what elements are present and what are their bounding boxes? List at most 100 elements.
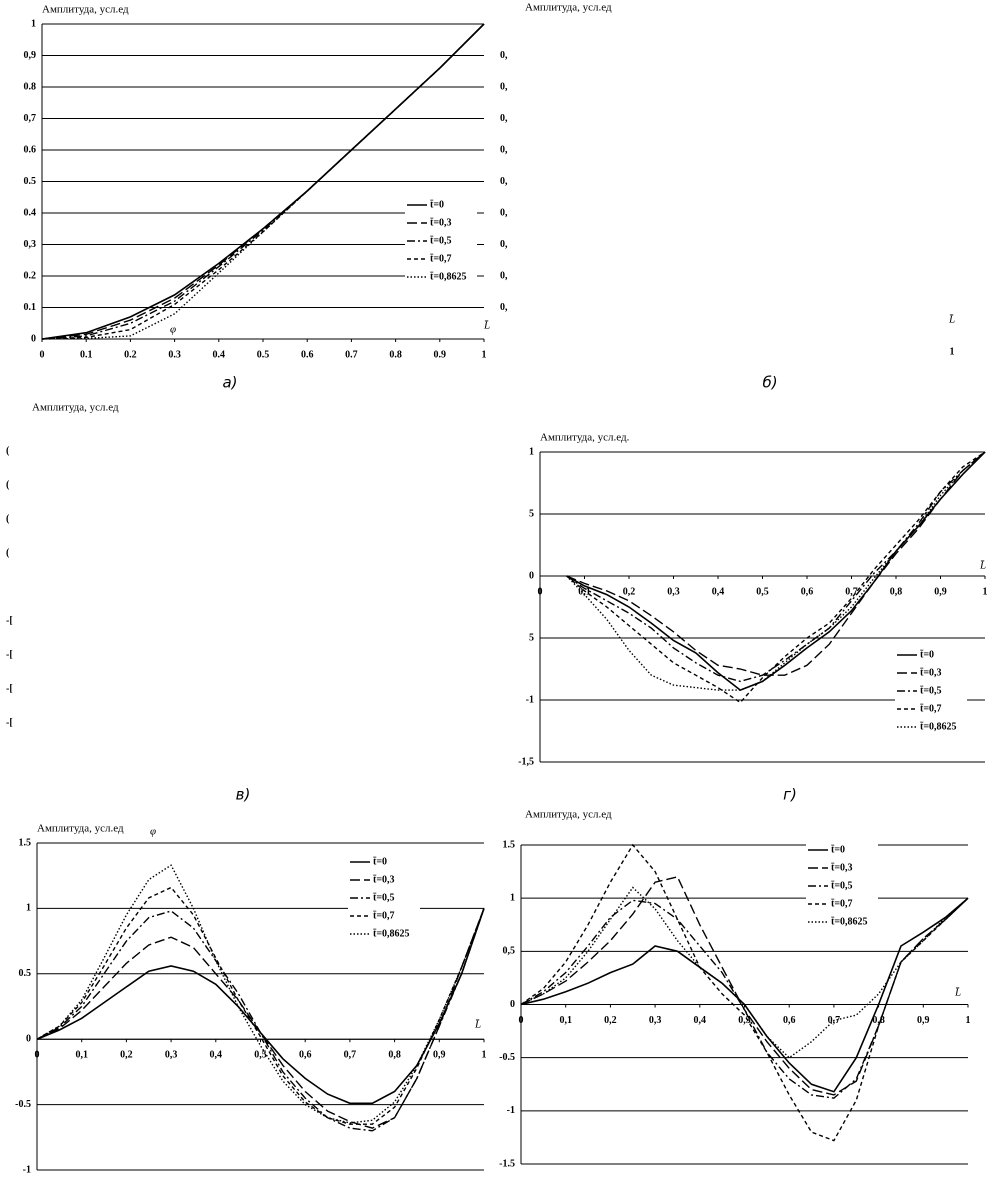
y-tick-label: 0.5 xyxy=(19,968,32,979)
y-tick-label: 0, xyxy=(500,81,508,92)
x-tick-label: 0,4 xyxy=(694,1015,707,1026)
y-tick-label: 0.5 xyxy=(24,176,37,187)
annotation: φ xyxy=(170,324,176,336)
x-tick-label: 1 xyxy=(950,346,955,357)
x-tick-label: 0,4 xyxy=(210,1049,223,1060)
series-line xyxy=(36,908,485,1132)
legend-label: t̄=0,5 xyxy=(920,685,942,696)
panel: Амплитуда, усл.ед б) 0, 0, 0, 0, 0, 0, 0, 0, 0, 1 L̄ xyxy=(500,2,955,392)
legend-label: t̄=0,8625 xyxy=(430,271,467,282)
legend-label: t̄=0,5 xyxy=(430,235,452,246)
y-tick-label: 1 xyxy=(31,18,36,29)
x-tick-label: 0,9 xyxy=(433,1049,446,1060)
x-axis-title: L̄ xyxy=(474,1019,481,1031)
legend-label: t̄=0,7 xyxy=(920,703,942,714)
x-tick-label: 0.7 xyxy=(345,349,358,360)
y-tick-label: 0 xyxy=(510,999,515,1010)
series-line xyxy=(566,451,986,704)
y-tick-label: -[ xyxy=(6,717,13,728)
x-tick-label: 0,2 xyxy=(604,1015,617,1026)
y-tick-label: ( xyxy=(6,445,10,456)
y-tick-label: -[ xyxy=(6,649,13,660)
x-tick-label: 0,1 xyxy=(75,1049,88,1060)
series-line xyxy=(520,886,969,1059)
y-axis-title: Амплитуда, усл.ед xyxy=(42,4,129,16)
legend-label: t̄=0 xyxy=(920,649,934,660)
y-tick-label: 0.4 xyxy=(24,207,37,218)
y-tick-label: 0, xyxy=(500,207,508,218)
y-tick-label: 1.5 xyxy=(503,839,516,850)
y-tick-label: 0, xyxy=(500,176,508,187)
legend-label: t̄=0,8625 xyxy=(373,928,410,939)
panel: Амплитуда, усл.ед в) ((((-[-[-[-[ xyxy=(6,402,250,804)
panel: Амплитуда, усл.ед-1-0.500.511.500,10,20,… xyxy=(15,823,486,1176)
x-tick-label: 1 xyxy=(482,349,487,360)
x-tick-label: 0,8 xyxy=(388,1049,401,1060)
y-tick-label: 1 xyxy=(26,903,31,914)
x-tick-label: 0,3 xyxy=(165,1049,178,1060)
y-tick-label: 0.2 xyxy=(24,270,37,281)
series-line xyxy=(566,451,986,676)
legend-label: t̄=0,8625 xyxy=(920,721,957,732)
x-axis-title: L̄ xyxy=(483,320,490,332)
y-tick-label: ( xyxy=(6,479,10,490)
y-tick-label: 0.6 xyxy=(24,144,37,155)
x-tick-label: 0,1 xyxy=(578,586,591,597)
y-axis-title: Амплитуда, усл.ед. xyxy=(540,432,630,444)
caption: в) xyxy=(236,786,251,804)
x-tick-label: 0,5 xyxy=(738,1015,751,1026)
y-tick-label: ( xyxy=(6,513,10,524)
x-axis-title: L̄ xyxy=(954,987,961,999)
x-tick-label: 0.8 xyxy=(389,349,402,360)
y-tick-label: 0,3 xyxy=(24,239,37,250)
y-tick-label: -1 xyxy=(507,1105,515,1116)
x-tick-label: 0.2 xyxy=(124,349,137,360)
caption: б) xyxy=(762,374,777,392)
y-tick-label: -[ xyxy=(6,615,13,626)
y-tick-label: -0.5 xyxy=(15,1099,31,1110)
y-tick-label: -1,5 xyxy=(518,756,534,767)
x-tick-label: 0 xyxy=(40,349,45,360)
y-tick-label: 0.1 xyxy=(24,302,37,313)
y-tick-label: 0.8 xyxy=(24,81,37,92)
x-tick-label: 0,1 xyxy=(559,1015,572,1026)
legend-label: t̄=0 xyxy=(373,856,387,867)
legend-label: t̄=0,8625 xyxy=(831,916,868,927)
y-tick-label: 0,9 xyxy=(24,50,37,61)
x-tick-label: 0,3 xyxy=(667,586,680,597)
legend-box xyxy=(895,647,967,741)
legend-label: t̄=0,7 xyxy=(373,910,395,921)
series-line xyxy=(36,864,485,1124)
x-tick-label: 0.3 xyxy=(168,349,181,360)
y-tick-label: 0, xyxy=(500,239,508,250)
x-tick-label: 0.6 xyxy=(301,349,314,360)
x-tick-label: 0,9 xyxy=(934,586,947,597)
panel: Амплитуда, усл.ед-1.5-1-0.500,511.500,10… xyxy=(499,809,970,1170)
y-tick-label: 0 xyxy=(529,570,534,581)
y-tick-label: 5 xyxy=(529,632,534,643)
legend-box xyxy=(405,197,477,291)
legend-label: t̄=0,7 xyxy=(831,898,853,909)
y-tick-label: 1 xyxy=(529,446,534,457)
caption: а) xyxy=(222,374,237,392)
series-line xyxy=(520,843,969,1142)
x-tick-label: 0,7 xyxy=(845,586,858,597)
x-tick-label: 0,9 xyxy=(917,1015,930,1026)
legend-label: t̄=0 xyxy=(430,199,444,210)
y-tick-label: 0,7 xyxy=(24,113,37,124)
series-line xyxy=(566,451,986,683)
y-tick-label: 1.5 xyxy=(19,837,32,848)
caption: г) xyxy=(783,786,797,804)
x-tick-label: 0,5 xyxy=(254,1049,267,1060)
y-tick-label: 0, xyxy=(500,50,508,61)
series-line xyxy=(36,886,485,1125)
y-tick-label: 0 xyxy=(31,333,36,344)
legend-label: t̄=0,5 xyxy=(831,880,853,891)
x-tick-label: 1 xyxy=(482,1049,487,1060)
y-tick-label: -1.5 xyxy=(499,1158,515,1169)
x-tick-label: 0,5 xyxy=(756,586,769,597)
y-tick-label: -0.5 xyxy=(499,1052,515,1063)
x-tick-label: 1 xyxy=(983,586,988,597)
panel: Амплитуда, усл.ед.г)-1,5-1505100,10,20,3… xyxy=(518,432,987,804)
x-tick-label: 0,6 xyxy=(801,586,814,597)
